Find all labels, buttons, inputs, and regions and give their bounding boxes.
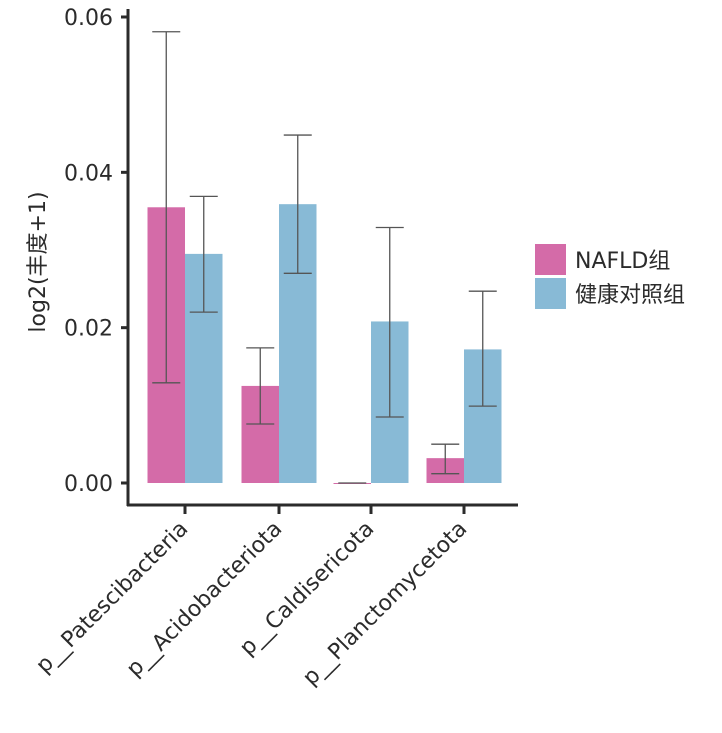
- legend-item-nafld: NAFLD组: [535, 244, 670, 275]
- x-ticks-layer: p__Patescibacteriap__Acidobacteriotap__C…: [31, 505, 472, 691]
- error-bar-control-3: [468, 290, 497, 407]
- legend-label: 健康对照组: [575, 283, 685, 308]
- legend-swatch: [535, 244, 566, 275]
- error-bar-control-2: [375, 226, 404, 418]
- y-tick-label: 0.06: [64, 6, 113, 31]
- x-tick-label: p__Acidobacteriota: [122, 517, 287, 682]
- y-tick-label: 0.02: [64, 317, 113, 342]
- legend-swatch: [535, 278, 566, 309]
- x-tick-label: p__Planctomycetota: [298, 517, 472, 691]
- legend-label: NAFLD组: [575, 249, 670, 274]
- y-tick-label: 0.00: [64, 472, 113, 497]
- axes-layer: [126, 9, 518, 507]
- error-bar-nafld-0: [152, 31, 181, 384]
- y-ticks-layer: 0.00 0.02 0.04 0.06: [64, 6, 128, 497]
- y-axis-title: log2(丰度+1): [26, 191, 51, 332]
- y-tick-label: 0.04: [64, 161, 113, 186]
- error-bar-nafld-3: [431, 443, 460, 475]
- bars-layer: [147, 204, 502, 484]
- error-bar-control-1: [283, 134, 312, 274]
- legend-item-control: 健康对照组: [535, 278, 685, 309]
- error-bar-control-0: [189, 195, 218, 313]
- x-tick-label: p__Patescibacteria: [31, 517, 193, 679]
- error-bar-nafld-1: [246, 347, 275, 425]
- error-bars-layer: [152, 31, 497, 484]
